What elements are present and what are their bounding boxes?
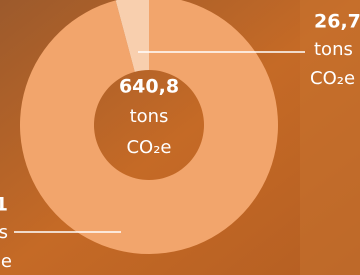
chart: 640,8 tons CO₂e 26,7 tons CO₂e 614,1 ton… bbox=[0, 0, 360, 275]
total-value: 640,8 bbox=[119, 76, 179, 98]
value-label: 26,7 bbox=[314, 11, 360, 33]
value-unit2: CO₂e bbox=[310, 68, 355, 89]
value-unit2: CO₂e bbox=[0, 251, 12, 272]
total-unit: tons bbox=[130, 106, 169, 127]
value-unit: tons bbox=[0, 222, 8, 243]
total-unit2: CO₂e bbox=[126, 137, 171, 158]
value-label: 614,1 bbox=[0, 194, 8, 216]
value-unit: tons bbox=[314, 39, 353, 60]
